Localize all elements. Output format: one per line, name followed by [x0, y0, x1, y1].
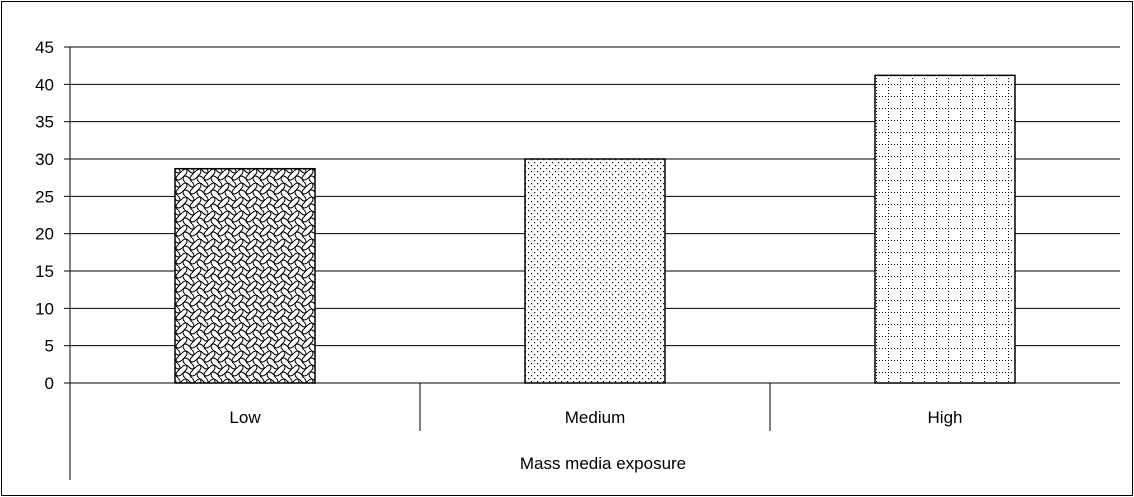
- y-tick-label: 20: [35, 225, 54, 244]
- category-label: Low: [229, 408, 261, 427]
- y-tick-label: 35: [35, 113, 54, 132]
- bar-medium: [524, 158, 666, 384]
- y-tick-label: 5: [45, 337, 54, 356]
- y-tick-label: 10: [35, 299, 54, 318]
- y-tick-label: 0: [45, 374, 54, 393]
- x-axis-label: Mass media exposure: [520, 454, 686, 473]
- bar-low: [174, 167, 316, 384]
- y-tick-label: 45: [35, 38, 54, 57]
- y-tick-label: 25: [35, 187, 54, 206]
- category-label: High: [928, 408, 963, 427]
- category-label: Medium: [565, 408, 625, 427]
- bar-high: [874, 74, 1016, 384]
- y-tick-label: 30: [35, 150, 54, 169]
- y-tick-label: 40: [35, 75, 54, 94]
- y-tick-label: 15: [35, 262, 54, 281]
